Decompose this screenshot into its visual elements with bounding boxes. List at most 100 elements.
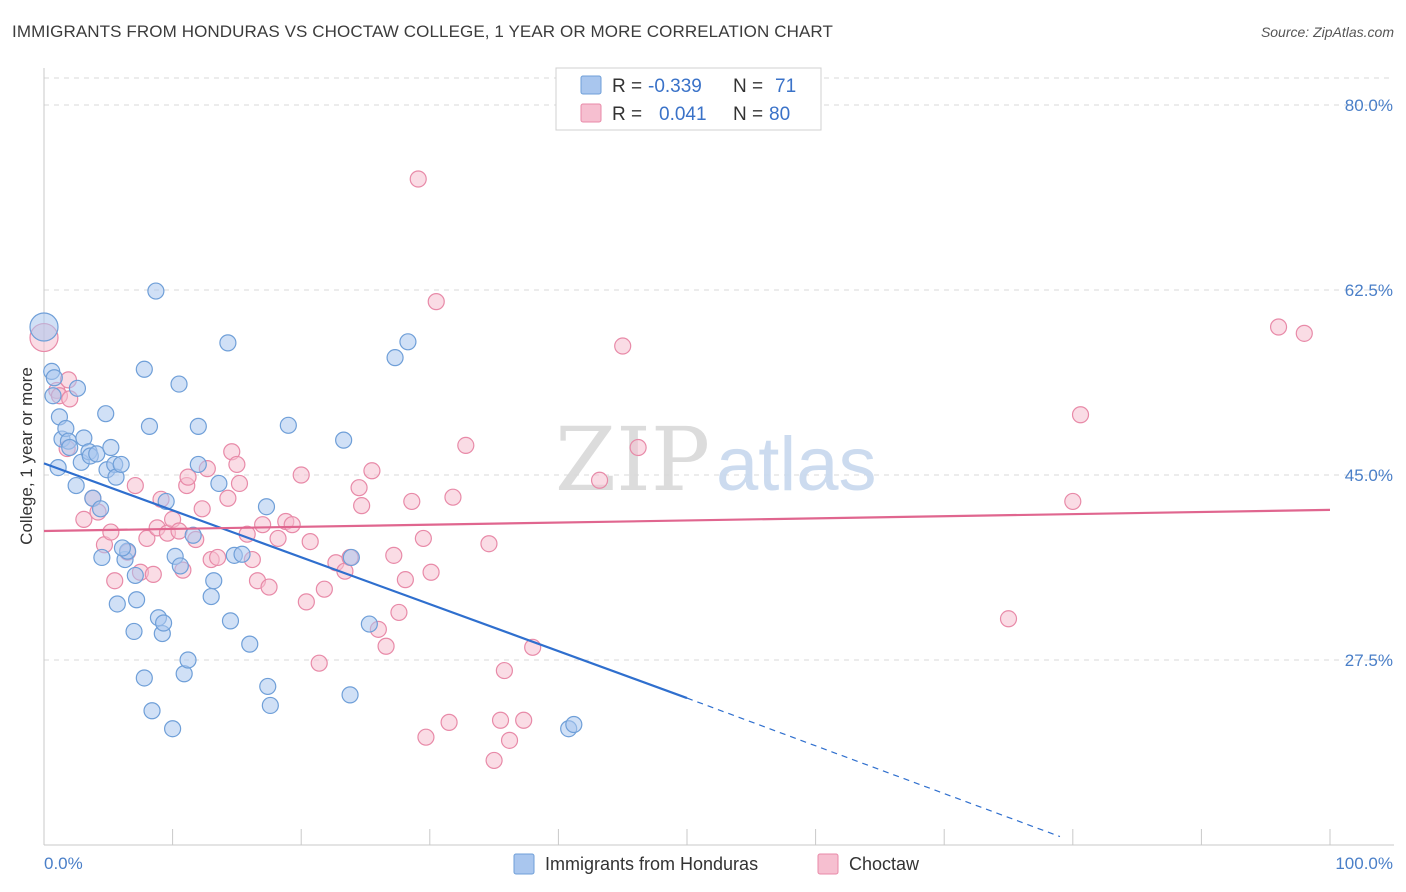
choctaw-point-70 <box>495 661 513 680</box>
honduras-point-24 <box>112 455 130 474</box>
choctaw-point-66 <box>457 436 475 454</box>
honduras-point-65 <box>360 615 378 633</box>
honduras-point-48 <box>189 455 207 474</box>
y-tick-labels: 27.5% 45.0% 62.5% 80.0% <box>1345 96 1393 670</box>
choctaw-point-39 <box>269 529 287 548</box>
choctaw-point-63 <box>427 293 445 311</box>
honduras-point-3 <box>44 387 62 405</box>
choctaw-point-80 <box>1269 318 1288 336</box>
honduras-point-51 <box>205 572 223 590</box>
choctaw-point-21 <box>170 522 188 540</box>
honduras-point-59 <box>261 696 279 715</box>
choctaw-point-78 <box>1064 492 1082 511</box>
choctaw-point-59 <box>409 170 427 188</box>
honduras-point-62 <box>335 431 353 449</box>
choctaw-point-74 <box>590 471 609 489</box>
choctaw-trend-line <box>43 508 1331 533</box>
choctaw-point-65 <box>444 488 462 506</box>
choctaw-point-50 <box>350 479 368 497</box>
legend-label-honduras: Immigrants from Honduras <box>545 854 758 874</box>
legend-n-label-pink: N = <box>733 104 763 125</box>
choctaw-point-44 <box>301 532 319 551</box>
honduras-point-32 <box>135 360 153 378</box>
stats-legend: R = -0.339 N = 71 R = 0.041 N = 80 <box>555 67 822 131</box>
choctaw-point-10 <box>102 523 120 541</box>
honduras-point-44 <box>171 557 189 575</box>
honduras-point-17 <box>91 500 110 518</box>
choctaw-point-6 <box>75 510 93 529</box>
choctaw-point-43 <box>297 593 315 611</box>
honduras-point-31 <box>126 566 144 585</box>
choctaw-point-81 <box>1295 324 1313 342</box>
choctaw-point-13 <box>126 476 144 495</box>
choctaw-point-60 <box>414 529 432 548</box>
honduras-point-43 <box>170 375 188 393</box>
legend-n-value-blue: 71 <box>775 76 796 97</box>
honduras-point-0 <box>29 312 59 342</box>
honduras-point-30 <box>125 622 143 641</box>
trend-lines <box>43 462 1331 838</box>
honduras-point-21 <box>102 438 120 457</box>
honduras-point-8 <box>61 438 79 457</box>
choctaw-point-55 <box>385 546 403 564</box>
choctaw-point-33 <box>230 474 249 493</box>
honduras-point-9 <box>68 379 87 397</box>
legend-n-label-blue: N = <box>733 76 763 97</box>
y-tick-label-0: 27.5% <box>1345 651 1393 670</box>
honduras-point-46 <box>179 651 197 669</box>
choctaw-point-57 <box>396 571 414 589</box>
legend-swatch-choctaw <box>817 853 839 875</box>
choctaw-point-62 <box>422 563 440 581</box>
choctaw-point-38 <box>260 578 278 596</box>
honduras-point-54 <box>221 612 240 630</box>
choctaw-point-30 <box>219 489 237 507</box>
chart-title: IMMIGRANTS FROM HONDURAS VS CHOCTAW COLL… <box>12 22 833 41</box>
choctaw-point-29 <box>209 548 227 567</box>
choctaw-point-56 <box>390 603 408 622</box>
honduras-point-67 <box>399 333 417 351</box>
legend-swatch-blue <box>580 75 602 95</box>
choctaw-point-58 <box>403 492 421 511</box>
series-legend: Immigrants from Honduras Choctaw <box>513 853 920 875</box>
watermark-atlas: atlas <box>716 422 877 507</box>
honduras-point-18 <box>93 548 111 567</box>
watermark-zip: ZIP <box>555 408 710 511</box>
legend-r-value-blue: -0.339 <box>648 76 702 97</box>
choctaw-point-42 <box>292 466 310 484</box>
honduras-trend-extension <box>686 697 1061 838</box>
honduras-point-49 <box>189 417 207 435</box>
gridlines <box>44 77 1394 661</box>
legend-swatch-honduras <box>513 853 535 875</box>
choctaw-point-64 <box>440 713 458 731</box>
legend-r-value-pink: 0.041 <box>659 104 707 125</box>
honduras-point-64 <box>342 548 360 567</box>
honduras-point-56 <box>233 545 251 563</box>
choctaw-point-24 <box>179 468 197 486</box>
honduras-point-63 <box>341 686 359 704</box>
honduras-point-57 <box>241 635 259 653</box>
honduras-trend-line <box>43 462 688 700</box>
honduras-point-60 <box>259 677 277 696</box>
x-tick-label-min: 0.0% <box>44 854 83 873</box>
y-tick-label-1: 45.0% <box>1345 466 1393 485</box>
honduras-point-16 <box>88 445 106 463</box>
choctaw-point-11 <box>106 572 124 590</box>
honduras-point-61 <box>279 416 297 434</box>
choctaw-point-79 <box>1071 406 1090 424</box>
honduras-point-19 <box>97 405 115 423</box>
honduras-point-47 <box>184 526 202 544</box>
y-axis-title: College, 1 year or more <box>17 367 36 545</box>
choctaw-point-61 <box>417 728 435 746</box>
choctaw-point-75 <box>614 337 632 355</box>
honduras-point-41 <box>164 720 182 738</box>
legend-n-value-pink: 80 <box>769 104 790 125</box>
y-tick-label-2: 62.5% <box>1345 281 1393 300</box>
honduras-point-39 <box>154 614 173 632</box>
choctaw-point-76 <box>629 438 647 457</box>
honduras-point-53 <box>219 334 237 352</box>
legend-label-choctaw: Choctaw <box>849 854 920 874</box>
x-axis-ticks <box>43 829 1331 845</box>
choctaw-point-41 <box>283 516 301 534</box>
y-tick-label-3: 80.0% <box>1345 96 1393 115</box>
